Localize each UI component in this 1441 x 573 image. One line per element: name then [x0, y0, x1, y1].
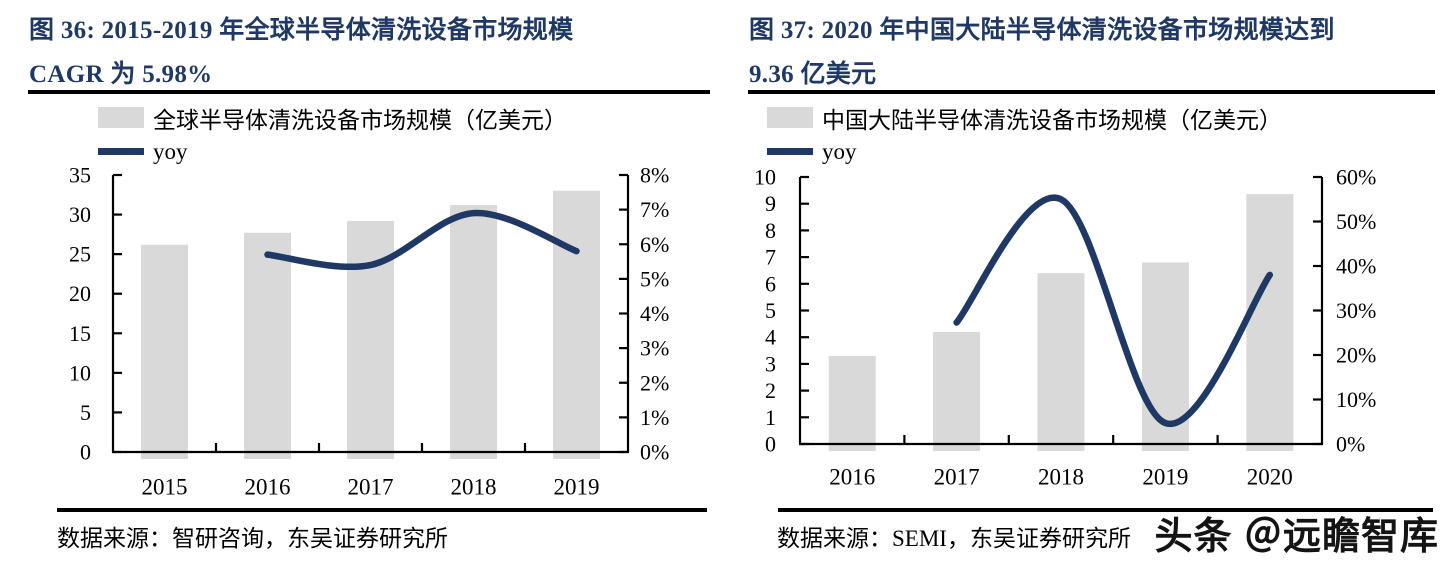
- figure-36-title-line2: CAGR 为 5.98%: [29, 61, 213, 88]
- right-axis-tick-label: 4%: [640, 301, 669, 326]
- right-axis-tick-label: 3%: [640, 336, 669, 361]
- right-axis-tick-label: 60%: [1336, 165, 1376, 190]
- right-axis-tick-label: 40%: [1336, 254, 1376, 279]
- bar-2016: [244, 232, 291, 459]
- legend-label: yoy: [822, 138, 857, 164]
- right-axis-tick-label: 0%: [640, 440, 669, 465]
- category-label-2016: 2016: [829, 465, 875, 490]
- figure-37: 图 37: 2020 年中国大陆半导体清洗设备市场规模达到 9.36 亿美元 0…: [720, 0, 1441, 573]
- category-label-2018: 2018: [451, 475, 497, 500]
- figure-36-source: 数据来源：智研咨询，东吴证券研究所: [57, 526, 448, 551]
- right-axis-tick-label: 8%: [640, 163, 669, 188]
- figure-37-footer-rule: [778, 508, 1433, 512]
- left-axis-tick-label: 10: [754, 165, 776, 190]
- right-axis-tick-label: 2%: [640, 370, 669, 395]
- figure-36-footer-rule: [57, 508, 707, 512]
- right-axis-tick-label: 6%: [640, 232, 669, 257]
- bar-series-swatch: [767, 107, 813, 128]
- left-axis-tick-label: 25: [69, 242, 91, 267]
- legend-item-yoy: yoy: [767, 138, 1282, 164]
- bar-2018: [1037, 273, 1085, 451]
- legend-item-market-size: 全球半导体清洗设备市场规模（亿美元）: [98, 106, 567, 133]
- line-series-swatch: [98, 148, 144, 155]
- figure-36: 图 36: 2015-2019 年全球半导体清洗设备市场规模 CAGR 为 5.…: [0, 0, 720, 573]
- bar-2018: [450, 205, 497, 459]
- left-axis-tick-label: 9: [765, 191, 776, 216]
- category-label-2015: 2015: [142, 475, 188, 500]
- line-series-swatch: [767, 148, 813, 155]
- category-label-2016: 2016: [245, 475, 291, 500]
- left-axis-tick-label: 3: [765, 351, 776, 376]
- figure-36-title-rule: [28, 90, 710, 94]
- right-axis-tick-label: 20%: [1336, 343, 1376, 368]
- figure-37-legend: 中国大陆半导体清洗设备市场规模（亿美元） yoy: [767, 106, 1282, 164]
- category-label-2019: 2019: [554, 475, 600, 500]
- figure-37-title-rule: [748, 90, 1435, 94]
- category-label-2017: 2017: [348, 475, 394, 500]
- bar-2017: [933, 331, 981, 451]
- left-axis-tick-label: 15: [69, 321, 91, 346]
- left-axis-tick-label: 1: [765, 405, 776, 430]
- left-axis-tick-label: 10: [69, 360, 91, 385]
- right-axis-tick-label: 0%: [1336, 432, 1365, 457]
- legend-label: 中国大陆半导体清洗设备市场规模（亿美元）: [822, 107, 1282, 133]
- figure-36-title-line1: 图 36: 2015-2019 年全球半导体清洗设备市场规模: [29, 17, 574, 44]
- right-axis-tick-label: 5%: [640, 266, 669, 291]
- left-axis-tick-label: 8: [765, 218, 776, 243]
- bar-series-swatch: [98, 107, 144, 128]
- category-label-2020: 2020: [1247, 465, 1293, 490]
- left-axis-tick-label: 4: [765, 325, 776, 350]
- right-axis-tick-label: 50%: [1336, 209, 1376, 234]
- left-axis-tick-label: 5: [80, 400, 91, 425]
- category-label-2018: 2018: [1038, 465, 1084, 490]
- right-axis-tick-label: 7%: [640, 197, 669, 222]
- legend-label: 全球半导体清洗设备市场规模（亿美元）: [153, 107, 567, 133]
- left-axis-tick-label: 30: [69, 202, 91, 227]
- bar-2020: [1246, 194, 1294, 451]
- left-axis-tick-label: 0: [765, 432, 776, 457]
- bar-2015: [141, 244, 188, 459]
- yoy-line: [264, 209, 580, 271]
- figure-37-title-line2: 9.36 亿美元: [749, 61, 877, 88]
- left-axis-tick-label: 5: [765, 298, 776, 323]
- legend-label: yoy: [153, 138, 188, 164]
- category-label-2019: 2019: [1142, 465, 1188, 490]
- figure-36-chart: 0 5 10 15 20 25 30 35 0% 1% 2% 3% 4% 5% 6% 7% 8% 2015 2016…: [69, 163, 669, 500]
- bar-2019: [553, 190, 600, 459]
- figure-37-source: 数据来源：SEMI，东吴证券研究所: [777, 526, 1131, 551]
- right-axis-tick-label: 30%: [1336, 298, 1376, 323]
- left-axis-tick-label: 6: [765, 271, 776, 296]
- left-axis-tick-label: 20: [69, 281, 91, 306]
- legend-item-market-size: 中国大陆半导体清洗设备市场规模（亿美元）: [767, 106, 1282, 133]
- legend-item-yoy: yoy: [98, 138, 567, 164]
- bar-2016: [828, 355, 876, 451]
- yoy-line: [953, 194, 1274, 427]
- right-axis-tick-label: 1%: [640, 405, 669, 430]
- left-axis-tick-label: 7: [765, 245, 776, 270]
- right-axis-tick-label: 10%: [1336, 387, 1376, 412]
- left-axis-tick-label: 35: [69, 163, 91, 188]
- left-axis-tick-label: 0: [80, 440, 91, 465]
- figure-37-title-line1: 图 37: 2020 年中国大陆半导体清洗设备市场规模达到: [749, 17, 1335, 44]
- category-label-2017: 2017: [934, 465, 980, 490]
- left-axis-tick-label: 2: [765, 378, 776, 403]
- watermark: 头条 ＠远瞻智库: [1154, 516, 1439, 558]
- figure-36-legend: 全球半导体清洗设备市场规模（亿美元） yoy: [98, 106, 567, 164]
